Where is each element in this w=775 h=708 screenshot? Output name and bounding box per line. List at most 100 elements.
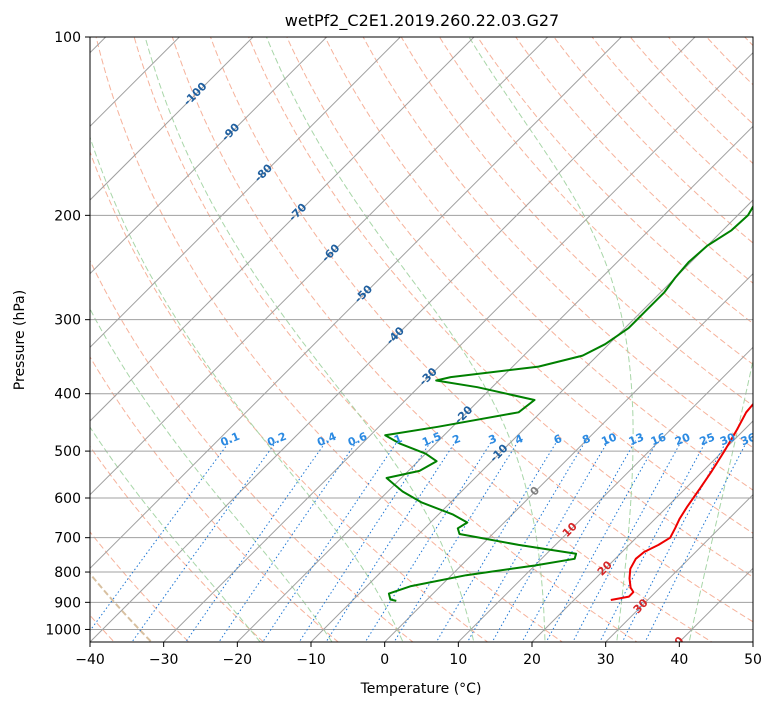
y-tick-label: 800 [54,565,81,581]
dry-adiabat-line [90,531,190,642]
isotherm-line [457,346,753,642]
dry-adiabat-line [286,37,753,534]
mixing-ratio-line [218,440,358,642]
isotherm-label: 10 [560,520,580,540]
mixing-ratio-label: 1 [392,432,404,447]
isotherm-line [605,493,753,642]
dry-adiabat-line [553,37,753,244]
mixing-ratio-line [90,440,231,632]
mixing-ratio-label: 6 [552,432,564,447]
y-tick-label: 300 [54,313,81,329]
mixing-ratio-label: 0.1 [219,430,242,449]
isotherm-line [384,272,753,642]
mixing-ratio-lines [90,440,748,642]
mixing-ratio-line [393,440,520,642]
y-tick-label: 500 [54,444,81,460]
isotherm-label: 40 [667,634,687,654]
x-axis: −40 −30 −20 −10 0 10 20 30 40 50 [75,642,762,668]
mixing-ratio-line [325,440,457,642]
moist-adiabat-line [90,308,333,642]
dry-adiabat-line [90,150,489,642]
plot-area: -100-90-80-70-60-50-40-30-20-10010203040… [90,37,775,654]
moist-adiabat-line [688,358,753,642]
y-tick-label: 700 [54,531,81,547]
x-tick-label: 50 [744,652,762,668]
dry-adiabat-line [90,356,339,642]
x-tick-label: 40 [670,652,688,668]
mixing-ratio-line [298,440,432,642]
y-tick-label: 600 [54,491,81,507]
isotherm-label: -40 [384,324,407,347]
mixing-ratio-label: 30 [718,430,737,448]
x-tick-label: −10 [296,652,326,668]
mixing-ratio-line [131,440,278,642]
dry-adiabat-line [629,37,753,165]
isotherm-line [90,37,401,349]
mixing-ratio-label: 36 [739,430,758,448]
mixing-ratio-label: 10 [600,430,619,448]
mixing-ratio-label: 0.6 [346,430,369,449]
y-tick-label: 100 [54,30,81,46]
isotherm-line [163,51,753,642]
isotherm-line [90,37,696,642]
dry-adiabat-line [515,37,753,284]
moist-adiabat-line [760,37,775,649]
isotherm-line [90,37,254,201]
dry-adiabat-line [209,37,753,623]
temperature-line [610,402,753,601]
mixing-ratio-label: 25 [698,431,717,449]
isotherm-label: 20 [595,558,615,578]
isotherm-line [90,37,622,570]
mixing-ratio-line [262,440,399,642]
dry-adiabat-line [476,37,753,325]
mixing-ratio-label: 1.5 [420,430,443,449]
dry-adiabat-line [95,37,564,642]
x-tick-label: 10 [449,652,467,668]
dry-adiabat-line [90,445,265,642]
y-tick-label: 200 [54,208,81,224]
isotherm-line [310,199,753,642]
mixing-ratio-label: 2 [451,432,463,447]
moist-adiabat-line [266,37,546,642]
dry-adiabat-line [438,37,753,366]
mixing-ratio-label: 16 [649,430,668,448]
mixing-ratio-label: 0.4 [315,430,338,449]
dry-adiabat-line [591,37,753,204]
y-tick-label: 1000 [45,622,81,638]
y-tick-label: 900 [54,595,81,611]
isotherm-line [678,567,753,642]
y-axis: 100 200 300 400 500 600 700 800 900 1000 [45,30,90,638]
plot-frame [89,36,754,643]
dry-adiabat-line [133,37,638,642]
moist-adiabat-line [144,37,475,642]
isotherms [90,37,753,642]
mixing-ratio-line [435,440,558,642]
mixing-ratio-line [185,440,328,642]
dry-adiabat-line [744,37,753,47]
x-tick-label: 0 [380,652,389,668]
x-tick-label: −30 [149,652,179,668]
x-axis-label: Temperature (°C) [360,681,482,697]
moist-adiabats [90,37,775,649]
dry-adiabat-line [171,37,713,642]
dry-adiabat-line [324,37,753,491]
isotherm-label: -60 [319,241,342,264]
dry-adiabat-line [400,37,753,407]
dry-adiabat-line [705,37,753,86]
mixing-ratio-line [572,440,683,642]
isotherm-line [236,125,753,642]
mixing-ratio-line [521,440,637,642]
moist-adiabat-line [468,37,634,642]
mixing-ratio-label: 13 [627,431,646,449]
chart-title: wetPf2_C2E1.2019.260.22.03.G27 [285,11,559,31]
y-tick-label: 400 [54,387,81,403]
mixing-ratio-labels: 0.1 0.2 0.4 0.6 1 1.5 2 3 4 6 8 10 13 16 20 25 30 36 [219,430,758,450]
isotherm-line [90,37,475,422]
mixing-ratio-line [545,440,659,642]
x-tick-label: −40 [75,652,105,668]
isotherm-line [752,641,753,642]
isotherm-line [531,420,753,642]
dewpoint-line [384,204,753,602]
x-tick-label: −20 [223,652,253,668]
